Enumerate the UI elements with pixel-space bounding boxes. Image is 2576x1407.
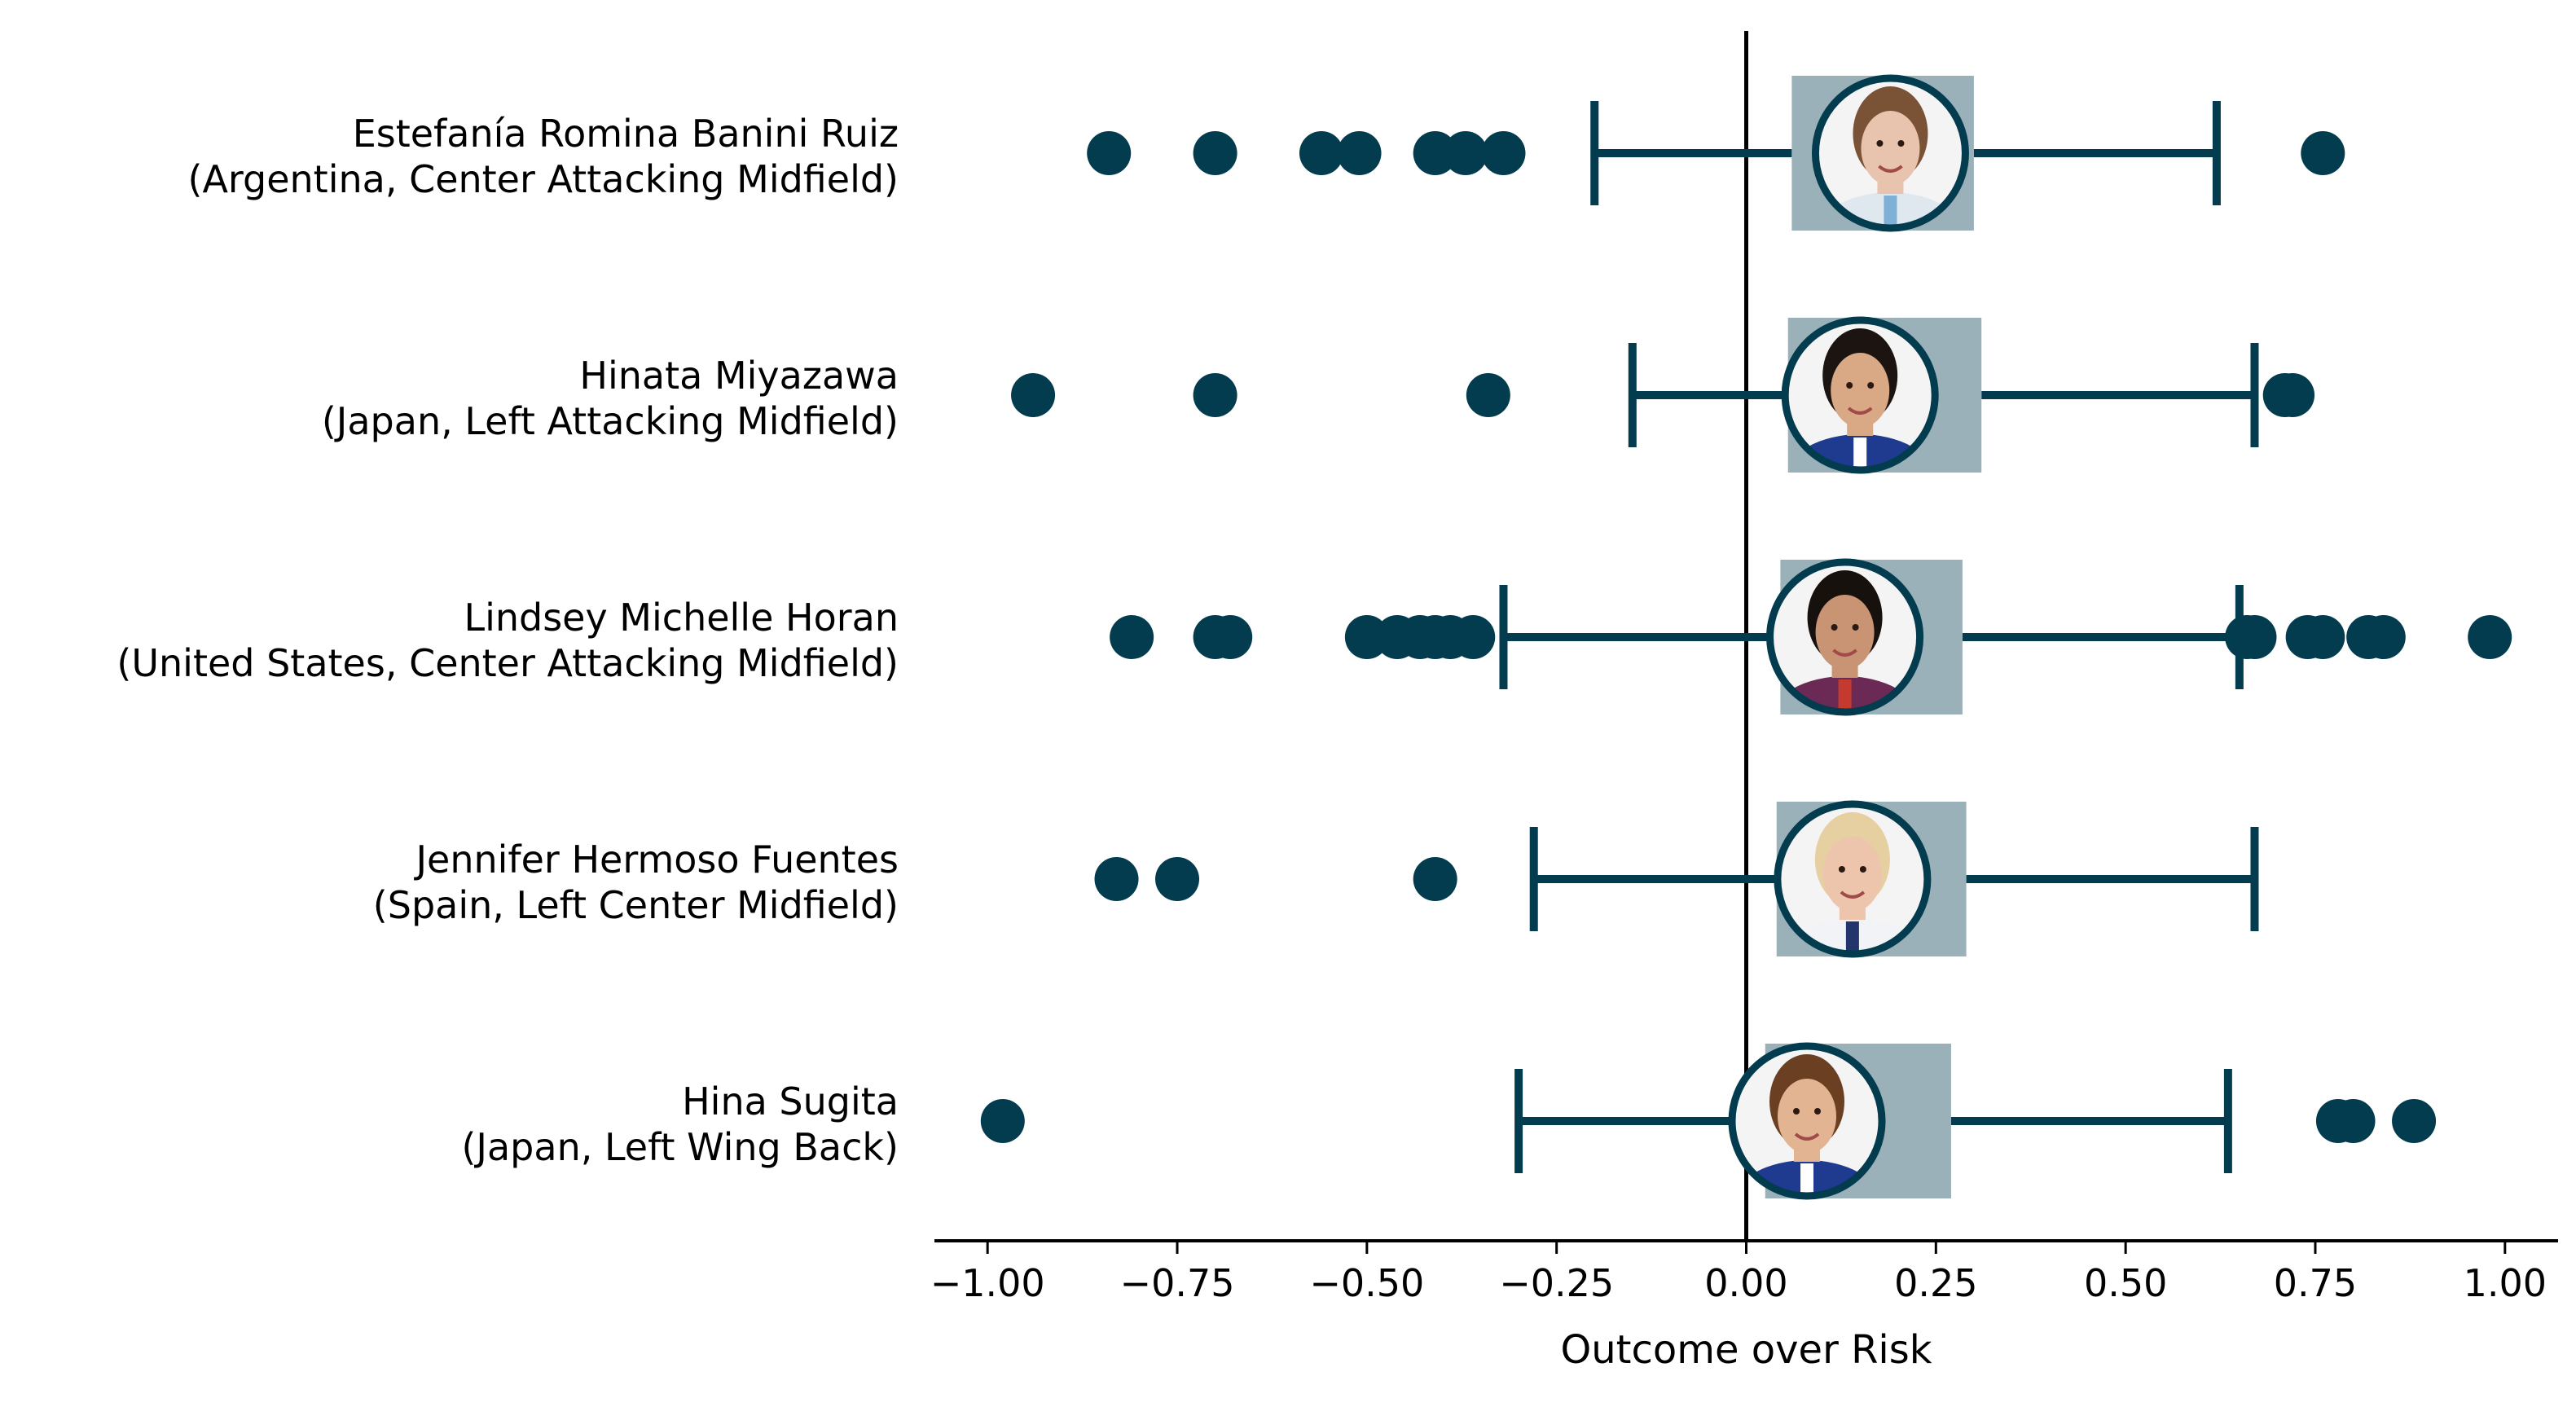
eye-right	[1852, 624, 1859, 631]
face	[1831, 353, 1890, 428]
outlier-point	[1087, 131, 1132, 175]
eye-right	[1897, 140, 1905, 147]
outlier-point	[1155, 857, 1200, 901]
outlier-point	[1208, 615, 1253, 659]
x-tick-label: 0.25	[1894, 1261, 1977, 1305]
outlier-point	[1443, 131, 1488, 175]
eye-left	[1838, 866, 1845, 873]
eye-left	[1793, 1108, 1800, 1115]
outlier-point	[1413, 131, 1457, 175]
median-ring	[1811, 74, 1969, 232]
outlier-point	[1466, 373, 1510, 417]
shirt	[1771, 676, 1919, 710]
outlier-point	[2270, 373, 2315, 417]
outlier-point	[2301, 615, 2345, 659]
eye-right	[1814, 1108, 1822, 1115]
x-tick-label: 0.00	[1704, 1261, 1787, 1305]
player-detail-label: (Spain, Left Center Midfield)	[373, 883, 899, 927]
outlier-point	[1110, 615, 1154, 659]
outlier-point	[1193, 131, 1237, 175]
median-ring	[1728, 1042, 1886, 1200]
mouth	[1878, 165, 1903, 173]
outlier-point	[1011, 373, 1056, 417]
shirt	[1787, 434, 1934, 468]
player-photo-median	[1778, 806, 1926, 952]
face	[1822, 837, 1882, 912]
shirt-stripe	[1838, 679, 1852, 710]
outlier-point	[980, 1099, 1025, 1143]
row-labels: Estefanía Romina Banini Ruiz(Argentina, …	[116, 112, 899, 1169]
x-tick-label: −0.25	[1499, 1261, 1614, 1305]
face	[1778, 1079, 1837, 1154]
outlier-point	[1094, 857, 1139, 901]
shirt	[1778, 918, 1926, 952]
eye-right	[1859, 866, 1866, 873]
player-name-label: Hinata Miyazawa	[579, 354, 899, 398]
outlier-point	[2361, 615, 2406, 659]
outlier-point	[2232, 615, 2277, 659]
mouth	[1832, 649, 1857, 657]
player-name-label: Jennifer Hermoso Fuentes	[413, 838, 899, 882]
player-row-2	[1011, 316, 2315, 474]
median-ring	[1781, 316, 1939, 474]
median-ring	[1774, 800, 1932, 958]
shirt	[1817, 192, 1964, 226]
player-photo-median	[1817, 80, 1964, 226]
median-ring	[1766, 558, 1924, 716]
outlier-point	[1299, 131, 1343, 175]
outlier-point	[2392, 1099, 2437, 1143]
mouth	[1840, 890, 1866, 899]
outlier-point	[2468, 615, 2512, 659]
face	[1861, 111, 1920, 186]
player-detail-label: (Japan, Left Attacking Midfield)	[322, 399, 899, 443]
player-photo-median	[1771, 564, 1919, 710]
x-axis-ticks: −1.00 −0.75 −0.50 −0.25 0.00 0.25 0.50 0.75 1.00	[930, 1241, 2547, 1305]
x-tick-label: 0.50	[2084, 1261, 2167, 1305]
player-photo-median	[1787, 322, 1934, 468]
plot-area	[980, 31, 2512, 1241]
outlier-point	[1193, 373, 1237, 417]
outlier-point	[2301, 131, 2345, 175]
shirt	[1734, 1160, 1881, 1194]
eye-left	[1831, 624, 1838, 631]
eye-left	[1876, 140, 1884, 147]
eye-left	[1846, 382, 1853, 389]
mouth	[1847, 407, 1873, 415]
player-row-5	[980, 1042, 2437, 1200]
x-tick-label: −0.75	[1120, 1261, 1235, 1305]
x-axis-title: Outcome over Risk	[1560, 1327, 1932, 1373]
player-detail-label: (Argentina, Center Attacking Midfield)	[188, 157, 899, 201]
player-row-4	[1094, 800, 2259, 958]
outlier-point	[1451, 615, 1496, 659]
mouth	[1794, 1132, 1820, 1141]
outlier-point	[1413, 857, 1457, 901]
player-photo-median	[1734, 1048, 1881, 1194]
player-name-label: Lindsey Michelle Horan	[464, 596, 899, 640]
x-axis: −1.00 −0.75 −0.50 −0.25 0.00 0.25 0.50 0.75 1.00…	[930, 1239, 2558, 1373]
shirt-stripe	[1853, 437, 1867, 468]
player-detail-label: (Japan, Left Wing Back)	[461, 1125, 899, 1169]
player-row-1	[1087, 74, 2345, 232]
face	[1815, 595, 1875, 670]
shirt-stripe	[1800, 1163, 1814, 1194]
outlier-point	[1344, 615, 1389, 659]
player-detail-label: (United States, Center Attacking Midfiel…	[116, 641, 899, 685]
x-tick-label: 1.00	[2464, 1261, 2547, 1305]
shirt-stripe	[1845, 921, 1859, 952]
outlier-point	[1337, 131, 1382, 175]
player-row-3	[1110, 558, 2512, 716]
x-tick-label: −0.50	[1309, 1261, 1424, 1305]
x-tick-label: 0.75	[2274, 1261, 2357, 1305]
shirt-stripe	[1884, 196, 1897, 226]
x-tick-label: −1.00	[930, 1261, 1045, 1305]
eye-right	[1867, 382, 1875, 389]
outlier-point	[1481, 131, 1526, 175]
player-name-label: Estefanía Romina Banini Ruiz	[353, 112, 899, 156]
outlier-point	[2331, 1099, 2376, 1143]
player-name-label: Hina Sugita	[682, 1079, 899, 1123]
